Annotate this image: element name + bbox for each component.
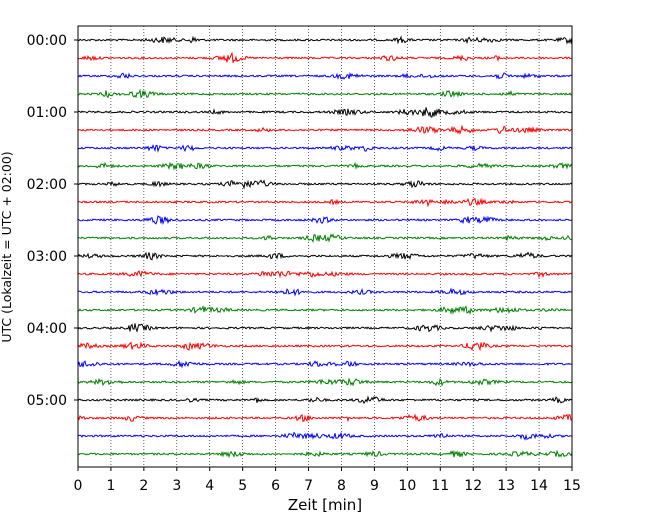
y-tick-label: 04:00	[27, 321, 67, 337]
trace-line	[77, 88, 573, 99]
plot-frame	[77, 25, 573, 468]
x-tick-label: 10	[398, 478, 416, 494]
trace-line	[77, 323, 573, 333]
y-tick-label: 00:00	[27, 33, 67, 49]
trace-line	[77, 270, 573, 279]
x-tick-label: 0	[74, 478, 83, 494]
trace-line	[77, 413, 573, 423]
trace-line	[77, 233, 573, 243]
trace-line	[77, 161, 573, 171]
trace-line	[77, 144, 573, 153]
x-tick-label: 5	[238, 478, 247, 494]
trace-line	[77, 51, 573, 63]
trace-line	[77, 431, 573, 441]
x-tick-label: 14	[530, 478, 548, 494]
x-tick-label: 12	[464, 478, 482, 494]
y-tick-label: 02:00	[27, 177, 67, 193]
y-axis-label: UTC (Lokalzeit = UTC + 02:00)	[0, 151, 14, 342]
trace-line	[77, 359, 573, 369]
x-tick-label: 6	[271, 478, 280, 494]
x-axis-label: Zeit [min]	[288, 496, 362, 514]
trace-line	[77, 107, 573, 118]
trace-line	[77, 449, 573, 459]
trace-line	[77, 197, 573, 208]
x-axis-ticks: 0 1 2 3 4 5 6 7 8 9 10 11 12 13 14 15	[74, 467, 581, 494]
x-tick-label: 7	[304, 478, 313, 494]
x-tick-label: 11	[431, 478, 449, 494]
x-tick-label: 15	[563, 478, 581, 494]
x-tick-label: 9	[370, 478, 379, 494]
seismogram-traces	[77, 35, 573, 459]
trace-line	[77, 287, 573, 297]
y-tick-label: 05:00	[27, 393, 67, 409]
trace-line	[77, 377, 573, 387]
trace-line	[77, 179, 573, 190]
x-tick-label: 13	[497, 478, 515, 494]
trace-line	[77, 305, 573, 316]
x-tick-label: 8	[337, 478, 346, 494]
y-tick-label: 01:00	[27, 105, 67, 121]
x-tick-label: 4	[205, 478, 214, 494]
y-tick-label: 03:00	[27, 249, 67, 265]
trace-line	[77, 341, 573, 352]
x-tick-label: 2	[139, 478, 148, 494]
trace-line	[77, 395, 573, 405]
x-tick-label: 3	[172, 478, 181, 494]
trace-line	[77, 71, 573, 80]
trace-line	[77, 215, 573, 226]
trace-line	[77, 251, 573, 261]
trace-line	[77, 124, 573, 135]
y-axis-ticks: 00:00 01:00 02:00 03:00 04:00 05:00	[27, 33, 78, 409]
trace-line	[77, 35, 573, 45]
x-tick-label: 1	[106, 478, 115, 494]
